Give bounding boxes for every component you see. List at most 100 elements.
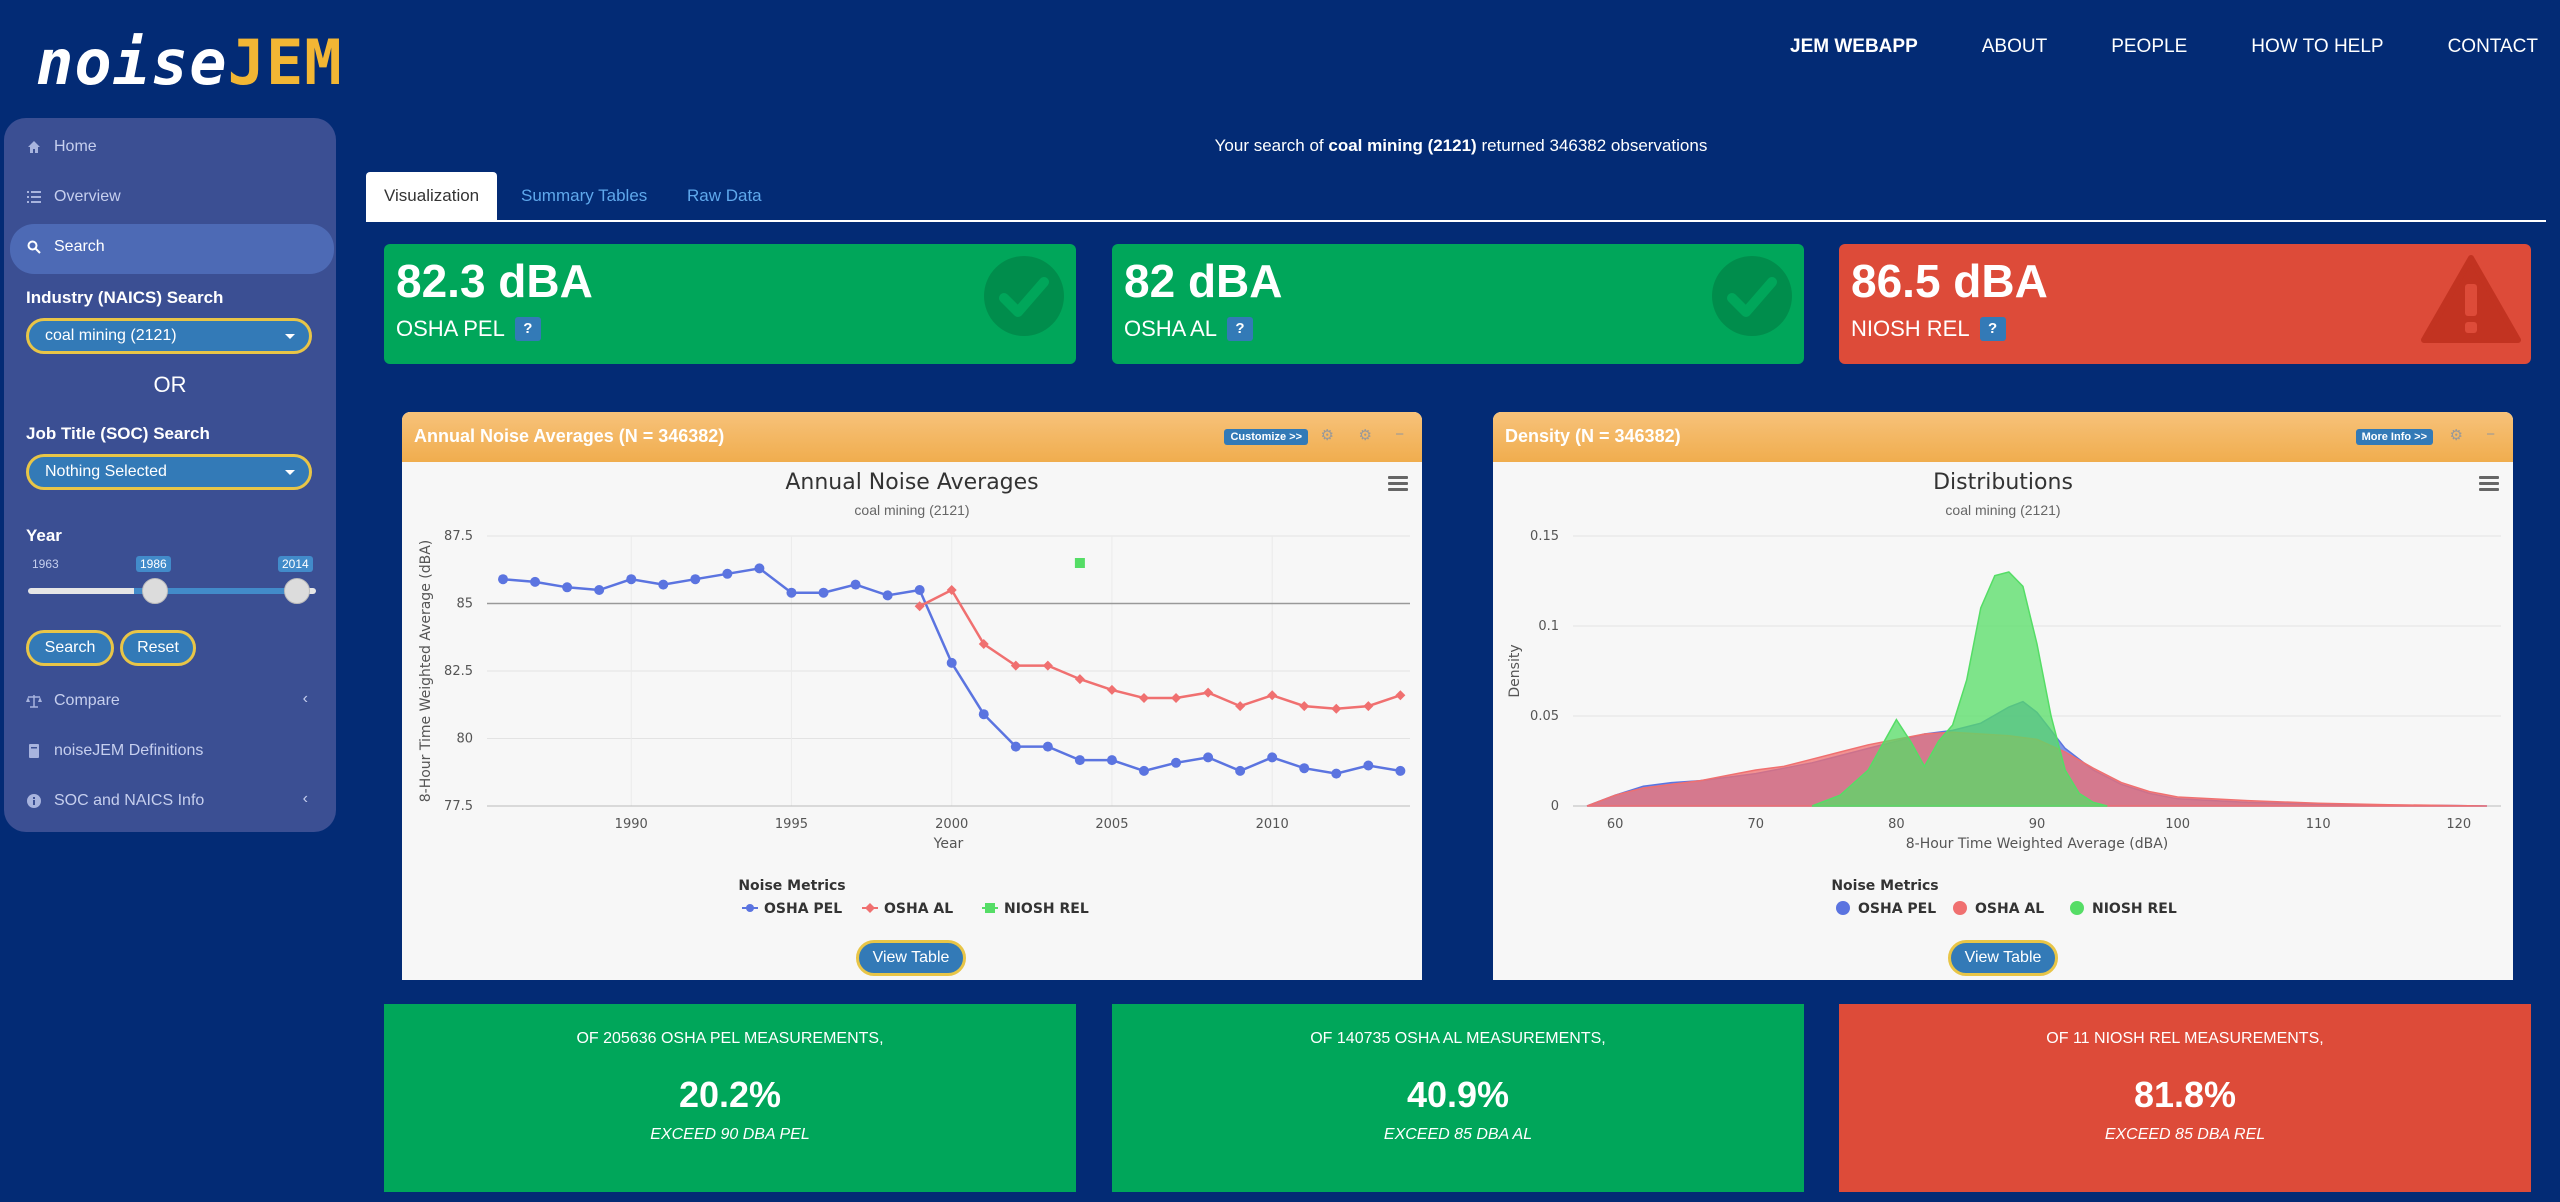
chart-title: Annual Noise Averages (785, 470, 1039, 495)
data-point (978, 709, 989, 720)
kpi-label-row: OSHA PEL ? (396, 316, 541, 342)
tab-summary-tables[interactable]: Summary Tables (521, 186, 648, 205)
logo-text-jem: JEM (227, 26, 343, 99)
chart-menu-icon[interactable] (1388, 476, 1408, 494)
help-button[interactable]: ? (1226, 317, 1253, 341)
data-point (530, 576, 541, 587)
warning-icon (2421, 255, 2521, 343)
sidebar-item-label: Overview (54, 188, 121, 205)
y-tick-label: 0.1 (1538, 619, 1559, 634)
noisejem-logo[interactable]: noiseJEM (36, 26, 343, 99)
year-slider-to-handle[interactable] (284, 578, 310, 604)
y-tick-label: 0.15 (1530, 529, 1559, 544)
year-slider-from-handle[interactable] (142, 578, 168, 604)
tab-visualization[interactable]: Visualization (366, 172, 498, 220)
minimize-icon[interactable]: − (2486, 426, 2495, 443)
data-point (1010, 660, 1021, 671)
gears-icon[interactable]: ⚙ (2449, 427, 2463, 444)
panel-title: Density (N = 346382) (1505, 426, 1681, 446)
data-point (1267, 752, 1278, 763)
data-point (1138, 765, 1149, 776)
panel-header: Density (N = 346382) More Info >> ⚙ − (1493, 412, 2513, 462)
data-point (1203, 687, 1214, 698)
nav-how-to-help[interactable]: HOW TO HELP (2251, 36, 2384, 57)
industry-select[interactable]: coal mining (2121) (26, 318, 312, 354)
more-info-button[interactable]: More Info >> (2355, 429, 2433, 445)
sidebar-item-label: Search (54, 238, 105, 255)
data-point (1267, 690, 1278, 701)
customize-button[interactable]: Customize >> (1224, 429, 1308, 445)
book-icon (26, 743, 42, 759)
data-point (946, 585, 957, 595)
chart-menu-icon[interactable] (2479, 476, 2499, 494)
y-tick-label: 77.5 (444, 799, 473, 814)
stat-exceed: EXCEED 85 DBA REL (2104, 1126, 2266, 1143)
x-tick-label: 2005 (1095, 817, 1128, 832)
x-tick-label: 90 (2029, 817, 2046, 832)
help-button[interactable]: ? (1979, 317, 2006, 341)
legend-marker (746, 904, 754, 912)
legend-label: NIOSH REL (2092, 901, 2177, 917)
legend-title: Noise Metrics (738, 878, 845, 894)
stat-percent: 40.9% (1406, 1074, 1510, 1115)
data-point (1106, 684, 1117, 695)
nav-about[interactable]: ABOUT (1981, 36, 2048, 57)
search-icon (26, 239, 42, 255)
data-point (786, 587, 797, 598)
data-point (914, 585, 925, 595)
nav-people[interactable]: PEOPLE (2111, 36, 2188, 57)
sidebar-item-label: SOC and NAICS Info (54, 792, 205, 809)
sidebar-item-home[interactable]: Home (26, 138, 97, 156)
minimize-icon[interactable]: − (1395, 426, 1404, 443)
search-button[interactable]: Search (26, 630, 114, 666)
gear-icon[interactable]: ⚙ (1320, 427, 1334, 444)
sidebar-item-label: Compare (54, 692, 120, 709)
data-point (1106, 755, 1117, 766)
sidebar-item-overview[interactable]: Overview (26, 188, 121, 206)
y-tick-label: 0.05 (1530, 709, 1559, 724)
kpi-label: NIOSH REL (1851, 316, 1970, 341)
view-table-button[interactable]: View Table (1948, 940, 2058, 976)
x-tick-label: 80 (1888, 817, 1905, 832)
kpi-value: 86.5 dBA (1851, 255, 2048, 307)
data-point (1074, 558, 1085, 568)
legend-marker (2070, 901, 2084, 915)
chart-subtitle: coal mining (2121) (854, 502, 970, 518)
y-tick-label: 85 (456, 597, 473, 612)
help-button[interactable]: ? (514, 317, 541, 341)
reset-button[interactable]: Reset (120, 630, 196, 666)
or-separator: OR (153, 372, 187, 397)
stat-measurements: OF 205636 OSHA PEL MEASUREMENTS, (576, 1030, 884, 1047)
nav-contact[interactable]: CONTACT (2447, 36, 2538, 57)
view-table-button[interactable]: View Table (856, 940, 966, 976)
sidebar-item-search[interactable] (10, 224, 334, 274)
stat-measurements: OF 140735 OSHA AL MEASUREMENTS, (1310, 1030, 1606, 1047)
data-point (1331, 703, 1342, 714)
annual-averages-chart: 77.5 80 82.5 85 87.5 1990 1995 2000 2005 2010 Year… (418, 529, 1410, 917)
legend-label: OSHA PEL (764, 901, 842, 917)
sidebar-item-soc-naics[interactable]: SOC and NAICS Info (26, 792, 204, 810)
check-icon (984, 256, 1064, 336)
x-tick-label: 2000 (935, 817, 968, 832)
check-icon (1712, 256, 1792, 336)
data-point (1010, 741, 1021, 752)
tab-bar: Visualization Summary Tables Raw Data (366, 172, 2546, 222)
chevron-left-icon[interactable]: ‹ (302, 790, 308, 807)
search-msg-prefix: Your search of (1214, 136, 1329, 155)
sidebar-item-compare[interactable]: Compare (26, 692, 120, 710)
gears-icon[interactable]: ⚙ (1358, 427, 1372, 444)
tab-raw-data[interactable]: Raw Data (687, 186, 762, 205)
chevron-down-icon (285, 470, 295, 475)
chevron-left-icon[interactable]: ‹ (302, 690, 308, 707)
data-point (722, 568, 733, 579)
sidebar-item-definitions[interactable]: noiseJEM Definitions (26, 742, 203, 760)
job-title-select[interactable]: Nothing Selected (26, 454, 312, 490)
industry-label: Industry (NAICS) Search (26, 288, 224, 307)
sidebar-item-search-content[interactable]: Search (26, 238, 105, 256)
data-point (1395, 690, 1406, 701)
list-icon (26, 189, 42, 205)
nav-jem-webapp[interactable]: JEM WEBAPP (1790, 36, 1918, 57)
logo-text-noise: noise (36, 26, 228, 99)
data-point (1042, 660, 1053, 671)
legend-marker (1836, 901, 1850, 915)
